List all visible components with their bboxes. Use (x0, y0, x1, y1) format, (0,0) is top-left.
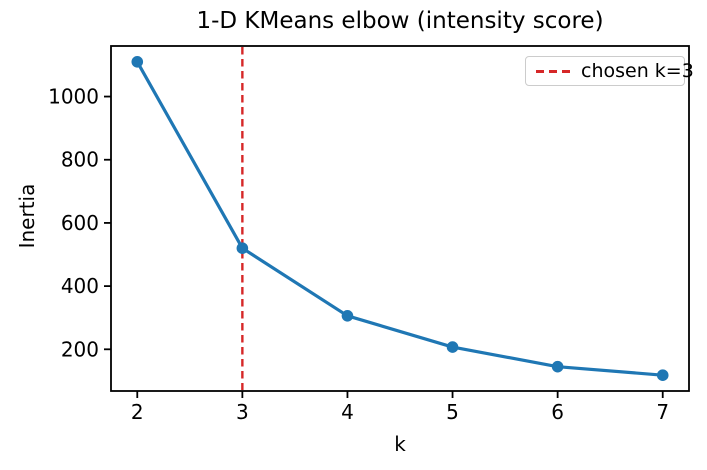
y-tick-label: 1000 (48, 85, 99, 109)
y-tick-label: 200 (61, 337, 99, 361)
axes-spines (110, 45, 690, 392)
y-tick-label: 800 (61, 148, 99, 172)
x-tick-label: 4 (341, 400, 354, 424)
legend-dashed-line-icon (536, 69, 571, 73)
data-point-k5 (446, 341, 459, 353)
x-tick-label: 3 (236, 400, 249, 424)
legend-label: chosen k=3 (581, 60, 694, 82)
x-axis-label: k (394, 432, 406, 456)
chart-title: 1-D KMeans elbow (intensity score) (196, 8, 604, 34)
y-tick-label: 400 (61, 274, 99, 298)
legend: chosen k=3 (525, 56, 694, 86)
data-point-k7 (656, 369, 669, 382)
data-point-k2 (131, 55, 144, 68)
x-tick-label: 6 (551, 400, 564, 424)
data-point-k6 (551, 360, 564, 373)
y-tick-label: 600 (61, 211, 99, 235)
x-tick-label: 7 (656, 400, 669, 424)
x-tick-label: 5 (446, 400, 459, 424)
data-point-k3 (236, 242, 249, 254)
data-point-k4 (341, 310, 354, 322)
x-tick-label: 2 (131, 400, 144, 424)
inertia-line (135, 60, 665, 377)
